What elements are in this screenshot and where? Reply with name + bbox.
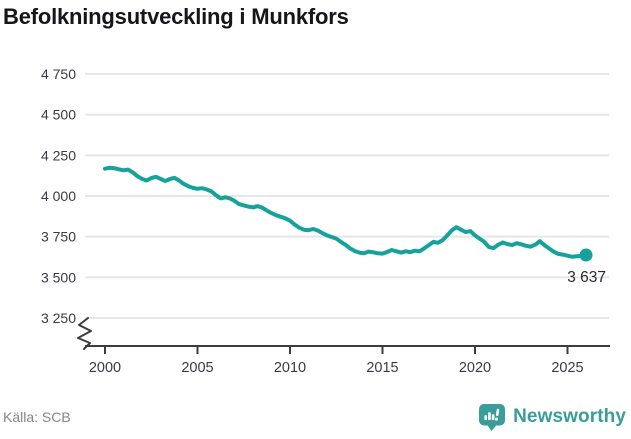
chart-title: Befolkningsutveckling i Munkfors: [3, 4, 349, 29]
logo-bar-tall: [488, 411, 491, 420]
y-tick-label: 3 750: [41, 229, 76, 245]
x-tick-label: 2000: [89, 360, 121, 376]
end-point-marker: [579, 248, 593, 262]
end-point-label: 3 637: [567, 269, 606, 286]
population-series-line: [103, 165, 588, 259]
y-tick-label: 4 000: [41, 188, 76, 204]
newsworthy-wordmark: Newsworthy: [513, 406, 626, 427]
y-tick-label: 3 500: [41, 269, 76, 285]
chart-footer: Källa: SCB Newsworthy: [3, 401, 626, 433]
bar-chart-speech-bubble-icon: [479, 403, 506, 431]
x-tick-label: 2005: [181, 360, 213, 376]
axis-break-icon: [77, 317, 92, 350]
y-tick-label: 3 250: [41, 310, 76, 326]
y-tick-label: 4 500: [41, 107, 76, 123]
y-tick-label: 4 750: [41, 66, 76, 82]
x-tick-label: 2015: [366, 360, 398, 376]
x-tick-label: 2010: [274, 360, 306, 376]
population-line-chart: 4 750 4 500 4 250 4 000 3 750 3 500 3 250 2000 2…: [41, 66, 610, 376]
logo-bar-medium: [491, 413, 495, 420]
y-tick-label: 4 250: [41, 147, 76, 163]
logo-exclamation: [494, 408, 500, 421]
x-tick-label: 2020: [459, 360, 491, 376]
newsworthy-logo: Newsworthy: [478, 403, 626, 432]
x-tick-label: 2025: [551, 360, 583, 376]
source-label: Källa: SCB: [3, 409, 71, 425]
logo-bar-small: [484, 414, 488, 420]
